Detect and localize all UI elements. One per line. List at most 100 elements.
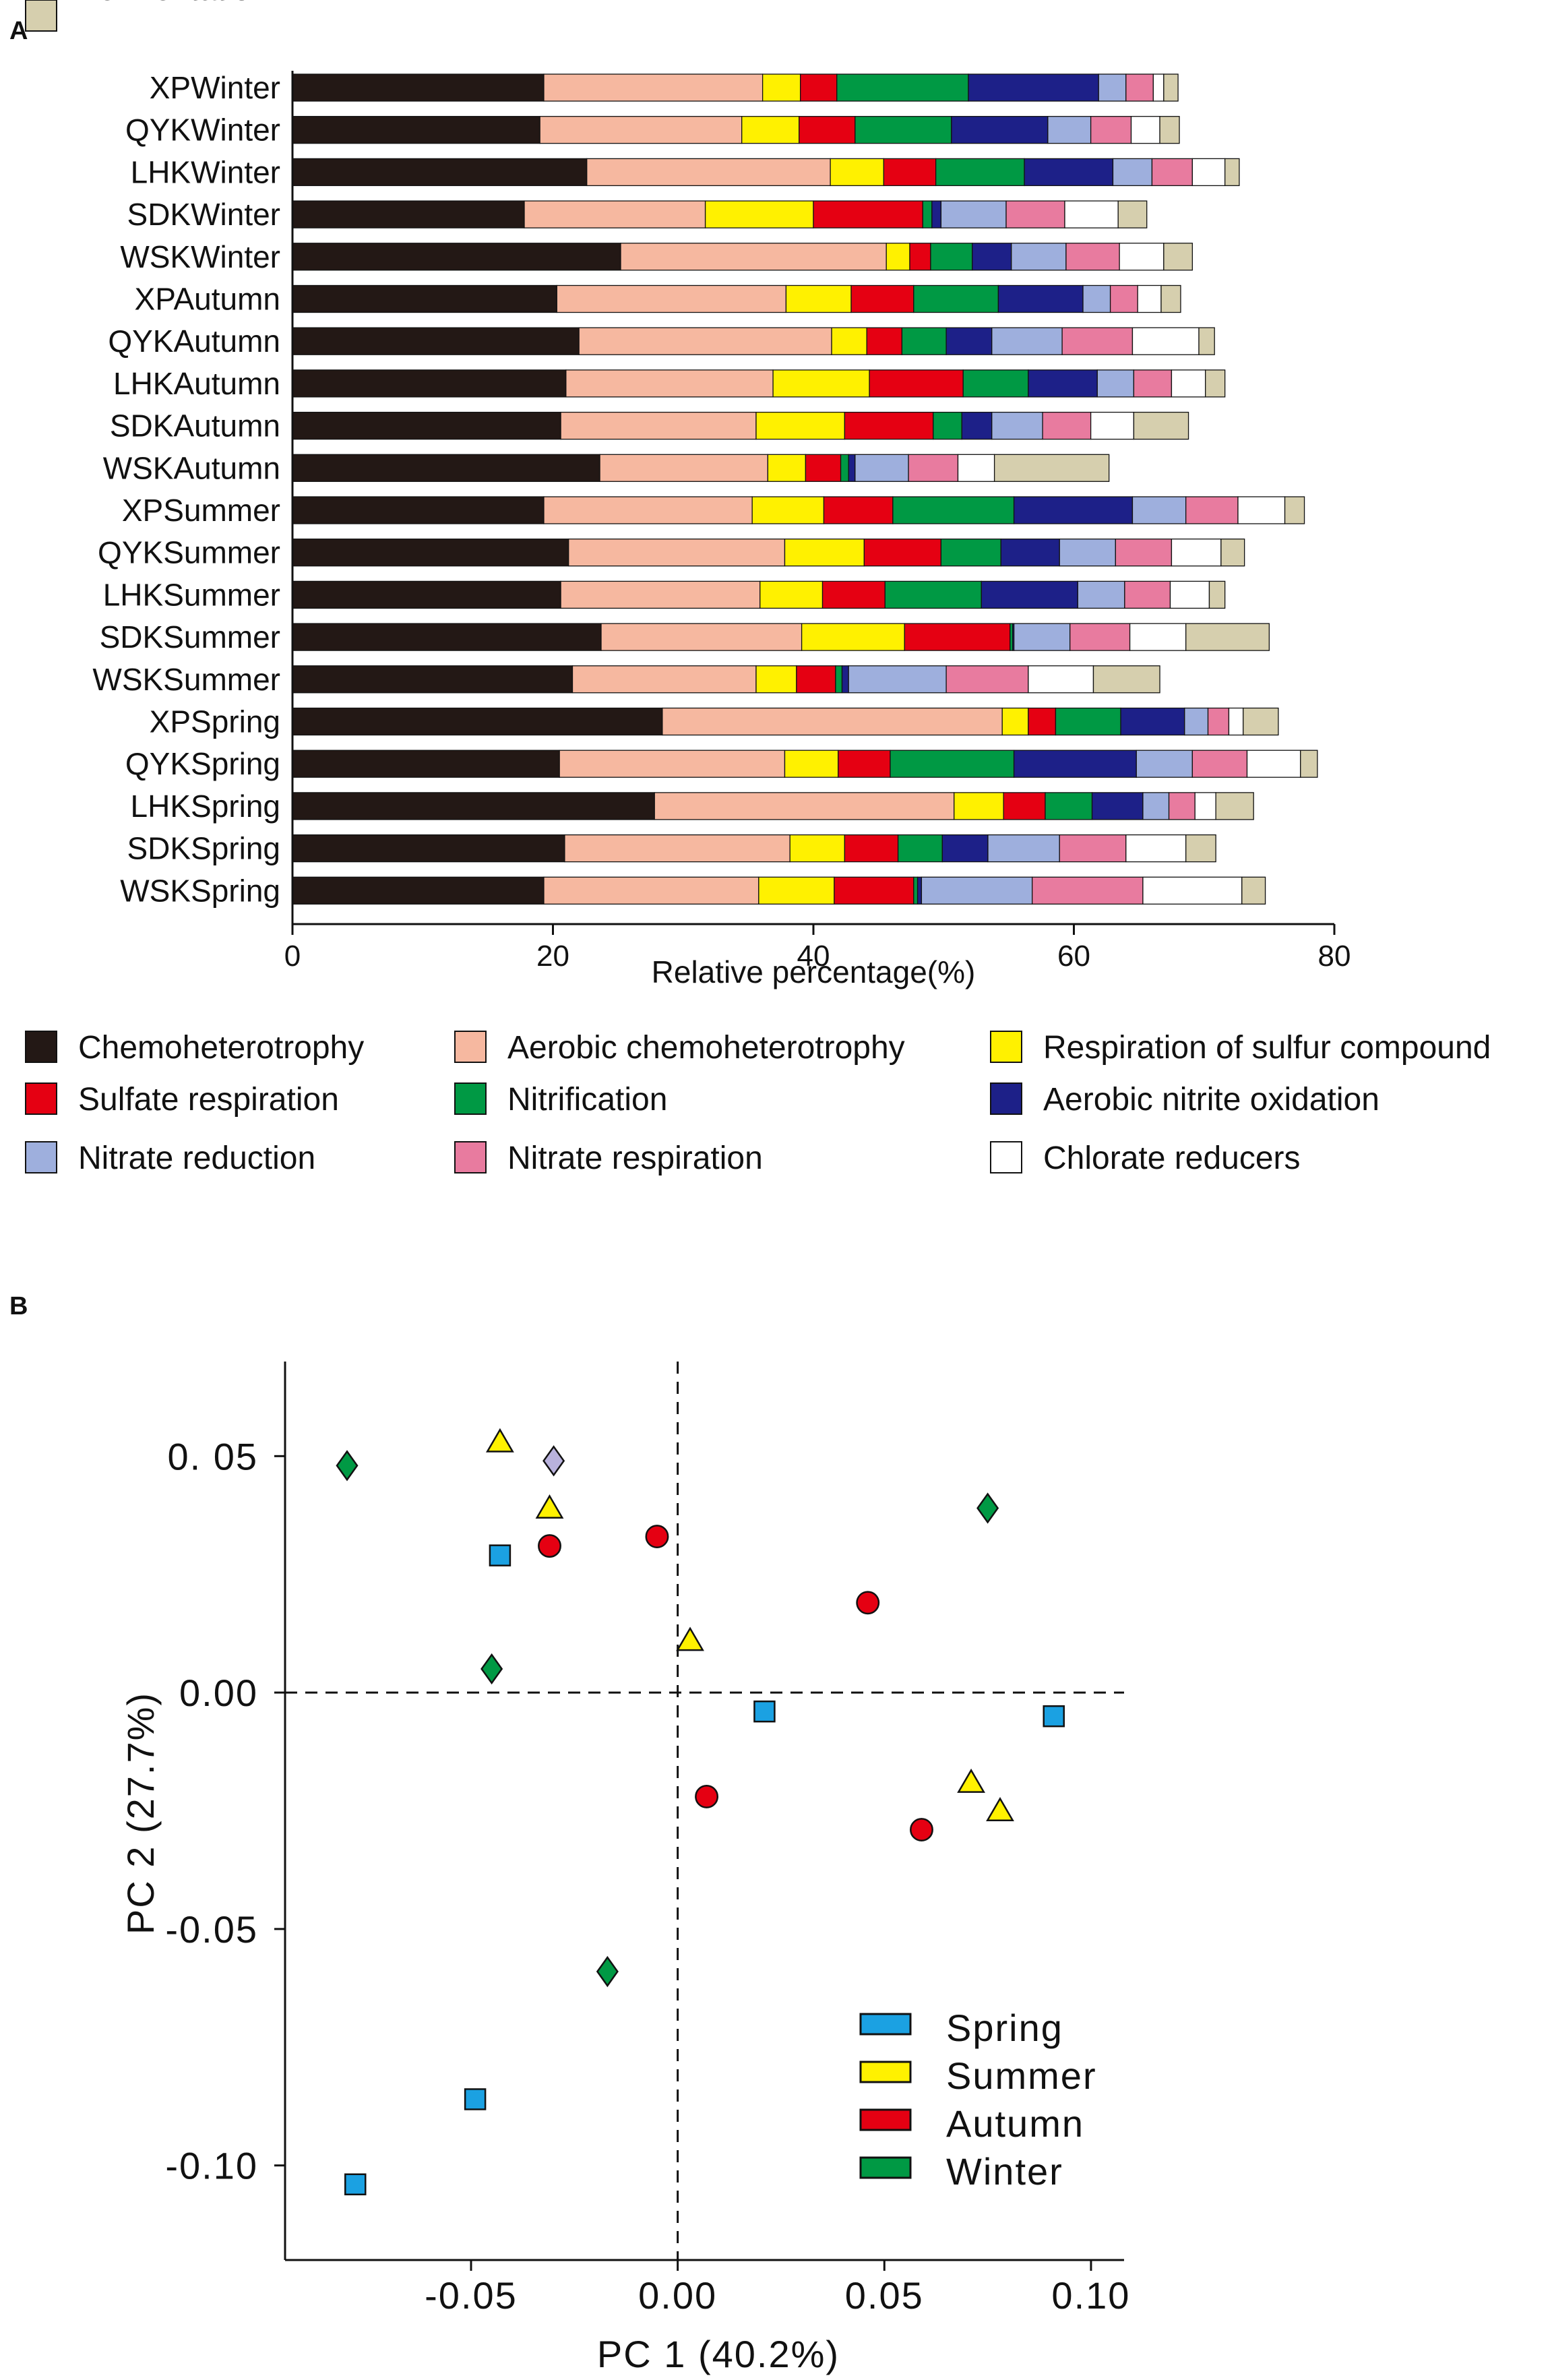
category-label: WSKAutumn [103, 450, 280, 485]
bar-segment-nitrification [897, 834, 943, 863]
legend-item-autumn: Autumn [859, 2102, 1083, 2145]
bar-segment-sulfate-respiration [800, 73, 838, 102]
bar-segment-nitrification [962, 369, 1029, 398]
bar-segment-nitrification [840, 454, 849, 482]
bar-segment-aerobic-nitrite-oxidation [1028, 369, 1098, 398]
bar-segment-aerobic-chemoheterotrophy [539, 116, 743, 144]
category-label: SDKSpring [127, 831, 280, 866]
bar-segment-aerobic-chemoheterotrophy [543, 73, 764, 102]
bar-segment-respiration-of-sulfur-compound [772, 369, 870, 398]
legend-label: Spring [946, 2007, 1063, 2049]
legend-label: Aerobic nitrite oxidation [1043, 1082, 1379, 1118]
panel-b-label: B [9, 1292, 28, 1320]
bar-segment-nitrification [1045, 792, 1093, 820]
legend-label: Summer [946, 2054, 1097, 2097]
bar-segment-nitrification [913, 284, 999, 313]
legend-label: Nitrification [507, 1082, 667, 1118]
bar-segment-nitrification [935, 158, 1025, 187]
bar-segment-fermentation [1198, 327, 1215, 355]
bar-segment-nitrate-respiration [1124, 580, 1171, 609]
legend-swatch [25, 0, 57, 32]
bar-segment-aerobic-chemoheterotrophy [620, 243, 887, 271]
bar-segment-chlorate-reducers [1125, 834, 1187, 863]
legend-swatch [859, 2156, 912, 2179]
bar-segment-fermentation [1300, 750, 1318, 778]
bar-segment-aerobic-chemoheterotrophy [662, 707, 1003, 736]
point-summer [485, 1428, 514, 1453]
bar-segment-fermentation [1215, 792, 1254, 820]
category-label: QYKSummer [98, 535, 280, 570]
bar-segment-chemoheterotrophy [292, 750, 560, 778]
legend-swatch [454, 1031, 487, 1063]
y-tick-label: -0.10 [165, 2145, 258, 2187]
pc1-axis-label: PC 1 (40.2%) [597, 2333, 840, 2375]
bar-segment-aerobic-chemoheterotrophy [560, 580, 761, 609]
category-label: SDKAutumn [110, 408, 280, 444]
bar-segment-aerobic-chemoheterotrophy [600, 623, 803, 651]
bar-segment-respiration-of-sulfur-compound [762, 73, 801, 102]
bar-segment-fermentation [1163, 243, 1193, 271]
legend-swatch [990, 1031, 1022, 1063]
bar-segment-aerobic-nitrite-oxidation [931, 200, 942, 228]
bar-segment-sulfate-respiration [904, 623, 1011, 651]
bar-stack-qykspring [292, 750, 1318, 778]
bar-segment-nitrate-reduction [1077, 580, 1125, 609]
bar-segment-nitrate-respiration [908, 454, 959, 482]
bar-stack-xpautumn [292, 284, 1181, 313]
bar-segment-chlorate-reducers [1130, 116, 1160, 144]
bar-segment-respiration-of-sulfur-compound [830, 158, 885, 187]
bar-stack-wskautumn [292, 454, 1110, 482]
bar-segment-nitrate-reduction [1047, 116, 1092, 144]
bar-segment-respiration-of-sulfur-compound [784, 750, 839, 778]
legend-label: Winter [946, 2150, 1063, 2193]
bar-segment-sulfate-respiration [866, 327, 903, 355]
bar-segment-nitrification [940, 539, 1001, 567]
bar-segment-chlorate-reducers [1169, 580, 1210, 609]
bar-segment-chlorate-reducers [957, 454, 995, 482]
x-axis-label: Relative percentage(%) [652, 954, 976, 989]
season-legend: Spring Summer Autumn Winter [859, 2007, 1097, 2193]
pca-scatter-plot: 0. 05 0.00 -0.05 -0.10 -0.05 0.00 0.05 0.10 PC … [119, 1362, 1129, 2375]
bar-segment-chemoheterotrophy [292, 200, 525, 228]
bar-segment-chlorate-reducers [1090, 411, 1135, 440]
legend-swatch [859, 2108, 912, 2131]
category-label: LHKSpring [131, 789, 280, 824]
bar-segment-chemoheterotrophy [292, 158, 588, 187]
bar-segment-fermentation [1159, 116, 1180, 144]
bar-segment-aerobic-chemoheterotrophy [559, 750, 786, 778]
legend-item-nitrate-reduction: Nitrate reduction [25, 1140, 315, 1176]
bar-segment-sulfate-respiration [838, 750, 891, 778]
bar-segment-chemoheterotrophy [292, 665, 573, 694]
legend-label: Sulfate respiration [78, 1082, 339, 1118]
bar-segment-respiration-of-sulfur-compound [704, 200, 814, 228]
bar-segment-nitrate-reduction [1082, 284, 1111, 313]
bar-segment-nitrate-respiration [1090, 116, 1132, 144]
bar-segment-sulfate-respiration [869, 369, 964, 398]
bar-segment-aerobic-nitrite-oxidation [941, 834, 989, 863]
legend-swatch [25, 1141, 57, 1173]
category-label: XPSpring [150, 704, 280, 739]
bar-segment-fermentation [1117, 200, 1148, 228]
bar-stacks [291, 71, 1318, 924]
bar-segment-fermentation [1241, 876, 1266, 905]
bar-segment-chlorate-reducers [1246, 750, 1301, 778]
bar-stack-xpspring [292, 707, 1279, 736]
scatter-axes: 0. 05 0.00 -0.05 -0.10 -0.05 0.00 0.05 0.10 [165, 1362, 1129, 2317]
legend-label: Respiration of sulfur compound [1043, 1030, 1491, 1066]
bar-segment-chemoheterotrophy [292, 580, 561, 609]
legend-swatch [859, 2061, 912, 2083]
category-label: SDKSummer [100, 619, 280, 654]
bar-segment-aerobic-chemoheterotrophy [599, 454, 769, 482]
x-tick-label: 20 [536, 940, 569, 973]
bar-segment-nitrate-reduction [921, 876, 1033, 905]
x-tick-label: 0 [284, 940, 301, 973]
bar-segment-aerobic-chemoheterotrophy [571, 665, 757, 694]
bar-segment-nitrification [913, 876, 919, 905]
bar-segment-chemoheterotrophy [292, 73, 545, 102]
bar-segment-chlorate-reducers [1228, 707, 1244, 736]
point-spring [344, 2173, 367, 2195]
bar-segment-aerobic-nitrite-oxidation [1024, 158, 1114, 187]
legend-swatch [454, 1141, 487, 1173]
bar-segment-chlorate-reducers [1028, 665, 1094, 694]
